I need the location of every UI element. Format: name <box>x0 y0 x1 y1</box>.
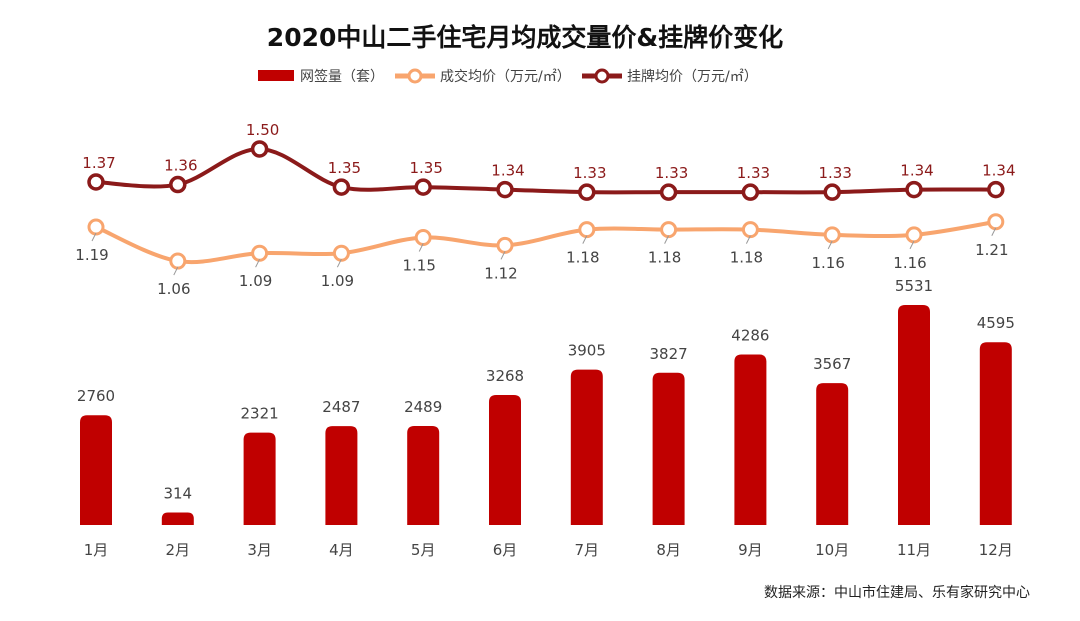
x-tick-label: 6月 <box>493 541 518 559</box>
bar-5月 <box>407 425 440 525</box>
listing-price-point <box>250 140 269 158</box>
deal-price-line <box>95 219 997 265</box>
deal-price-point <box>823 226 841 244</box>
x-tick-label: 2月 <box>166 541 191 559</box>
chart-title: 2020中山二手住宅月均成交量价&挂牌价变化 <box>267 23 783 52</box>
x-tick-label: 9月 <box>738 541 763 559</box>
deal-price-label: 1.12 <box>484 264 517 282</box>
bar-label: 314 <box>163 485 192 503</box>
deal-price-label: 1.18 <box>648 249 681 267</box>
legend-label-list: 挂牌均价（万元/㎡） <box>627 68 758 85</box>
bar-1月 <box>80 415 112 525</box>
deal-price-label: 1.09 <box>239 272 272 290</box>
listing-price-label: 1.34 <box>900 162 933 180</box>
listing-price-label: 1.34 <box>491 162 524 180</box>
listing-price-point <box>414 178 432 196</box>
deal-price-label: 1.19 <box>75 246 108 264</box>
listing-price-point <box>87 173 105 191</box>
bar-label: 4595 <box>977 314 1015 332</box>
x-tick-label: 7月 <box>575 541 600 559</box>
listing-price-point <box>741 183 760 201</box>
x-tick-label: 12月 <box>979 541 1013 559</box>
bar-label: 5531 <box>895 277 933 295</box>
x-tick-label: 3月 <box>247 541 272 559</box>
bar-label: 2487 <box>322 398 360 416</box>
deal-price-label: 1.09 <box>321 272 354 290</box>
bar-2月 <box>161 512 194 525</box>
listing-price-point <box>578 183 596 201</box>
bar-12月 <box>979 342 1012 525</box>
legend-label-deal: 成交均价（万元/㎡） <box>440 68 571 85</box>
deal-price-point <box>741 221 759 239</box>
listing-price-label: 1.37 <box>82 154 115 172</box>
bar-10月 <box>816 383 849 525</box>
bar-6月 <box>489 395 521 525</box>
deal-price-label: 1.06 <box>157 280 190 298</box>
legend-marker-list <box>594 68 610 84</box>
bar-4月 <box>325 426 358 525</box>
listing-price-label: 1.50 <box>246 121 279 139</box>
deal-price-point <box>332 244 350 262</box>
deal-price-point <box>87 218 105 236</box>
deal-price-label: 1.16 <box>893 254 926 272</box>
bar-label: 2760 <box>77 387 115 405</box>
listing-price-label: 1.36 <box>164 157 197 175</box>
deal-price-point <box>414 228 432 246</box>
listing-price-point <box>823 183 841 201</box>
listing-price-label: 1.33 <box>818 164 851 182</box>
listing-price-point <box>659 183 678 201</box>
deal-price-label: 1.16 <box>811 254 844 272</box>
bar-8月 <box>652 372 685 525</box>
source-note: 数据来源：中山市住建局、乐有家研究中心 <box>764 584 1030 601</box>
x-tick-label: 1月 <box>84 541 109 559</box>
x-tick-label: 5月 <box>411 541 436 559</box>
deal-price-point <box>251 244 269 262</box>
deal-price-point <box>578 221 596 239</box>
legend-swatch-bar <box>258 70 294 81</box>
listing-price-point <box>496 180 514 199</box>
listing-price-label: 1.33 <box>655 164 688 182</box>
listing-price-label: 1.33 <box>737 164 770 182</box>
x-tick-label: 8月 <box>656 541 681 559</box>
deal-price-point <box>660 221 678 239</box>
listing-price-line <box>95 146 996 195</box>
bar-label: 3905 <box>568 342 606 360</box>
bar-label: 2321 <box>241 405 279 423</box>
bar-7月 <box>570 369 603 525</box>
bar-9月 <box>734 354 767 525</box>
bar-label: 3567 <box>813 355 851 373</box>
listing-price-label: 1.34 <box>982 162 1015 180</box>
bar-label: 4286 <box>731 327 769 345</box>
listing-price-point <box>169 175 187 194</box>
deal-price-label: 1.15 <box>402 256 435 274</box>
bar-label: 2489 <box>404 398 442 416</box>
legend-label-bar: 网签量（套） <box>300 68 384 85</box>
bar-label: 3268 <box>486 367 524 385</box>
deal-price-point <box>169 252 187 270</box>
legend: 网签量（套） 成交均价（万元/㎡） 挂牌均价（万元/㎡） <box>258 68 758 85</box>
deal-price-label: 1.18 <box>566 249 599 267</box>
x-tick-label: 10月 <box>815 541 849 559</box>
bar-label: 3827 <box>650 345 688 363</box>
listing-price-label: 1.33 <box>573 164 606 182</box>
deal-price-label: 1.21 <box>975 241 1008 259</box>
bar-11月 <box>898 305 930 525</box>
x-tick-label: 4月 <box>329 541 354 559</box>
listing-price-point <box>905 180 923 199</box>
legend-marker-deal <box>407 68 423 84</box>
deal-price-point <box>987 213 1005 231</box>
x-tick-label: 11月 <box>897 541 931 559</box>
deal-price-point <box>905 226 923 244</box>
bar-3月 <box>243 432 276 525</box>
deal-price-point <box>496 236 514 254</box>
deal-price-label: 1.18 <box>730 249 763 267</box>
listing-price-point <box>987 180 1005 199</box>
listing-price-point <box>332 178 351 196</box>
listing-price-label: 1.35 <box>328 159 361 177</box>
listing-price-label: 1.35 <box>409 159 442 177</box>
